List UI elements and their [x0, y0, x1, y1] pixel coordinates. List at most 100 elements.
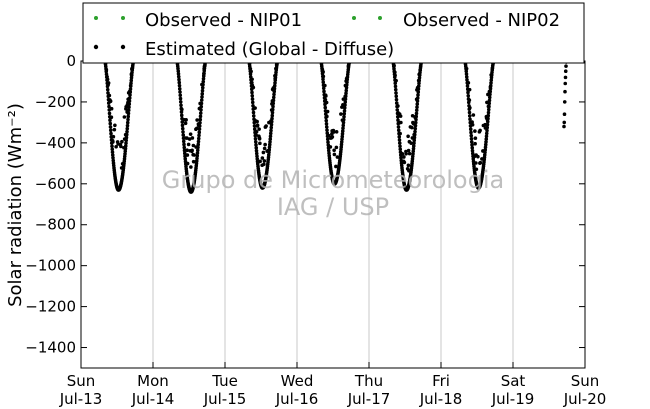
y-tick-label: −1000: [25, 257, 76, 275]
estimated-point: [340, 132, 345, 136]
estimated-point: [200, 95, 204, 99]
estimated-point: [467, 98, 472, 102]
estimated-point: [179, 113, 184, 118]
estimated-point: [129, 81, 133, 86]
estimated-point: [111, 134, 116, 139]
estimated-point: [262, 159, 267, 163]
x-tick-label-day: Sun: [67, 372, 96, 390]
estimated-point: [469, 140, 474, 144]
estimated-point: [178, 90, 182, 94]
estimated-point: [486, 110, 491, 115]
estimated-point: [488, 92, 492, 97]
estimated-point: [394, 101, 399, 105]
estimated-point: [250, 97, 255, 101]
estimated-point: [110, 147, 115, 152]
legend-marker-estimated-a: [93, 44, 99, 50]
estimated-point: [406, 163, 411, 168]
estimated-point: [250, 100, 255, 105]
estimated-point: [250, 77, 254, 82]
estimated-point: [199, 98, 204, 102]
estimated-point: [397, 141, 402, 145]
estimated-point: [106, 81, 111, 85]
estimated-point: [343, 97, 348, 101]
estimated-point: [180, 123, 185, 128]
estimated-point: [128, 87, 133, 91]
estimated-point: [250, 93, 255, 98]
estimated-point: [110, 153, 115, 157]
estimated-point: [196, 136, 201, 141]
estimated-point: [270, 110, 275, 115]
estimated-point: [124, 132, 129, 137]
estimated-point: [393, 73, 397, 78]
estimated-point: [182, 148, 187, 153]
y-tick-label: −800: [35, 216, 76, 234]
estimated-point: [411, 152, 415, 156]
estimated-point: [196, 145, 200, 150]
estimated-point: [123, 146, 128, 151]
estimated-point: [199, 101, 204, 106]
estimated-point: [344, 83, 349, 87]
estimated-point: [178, 100, 183, 104]
estimated-point: [181, 139, 186, 144]
x-tick-label-day: Wed: [281, 372, 314, 390]
legend-marker-nip01-b: [121, 16, 125, 20]
estimated-point: [125, 120, 130, 125]
watermark: Grupo de Micrometeorologia IAG / USP: [162, 166, 504, 221]
estimated-point: [177, 83, 182, 88]
estimated-point: [253, 136, 258, 141]
estimated-point: [323, 97, 328, 102]
estimated-point: [271, 95, 276, 100]
estimated-point: [332, 148, 336, 153]
estimated-point: [268, 137, 273, 141]
estimated-point: [343, 103, 347, 107]
estimated-point: [250, 80, 254, 85]
estimated-point: [260, 156, 265, 160]
estimated-point: [393, 84, 398, 89]
estimated-point: [185, 136, 189, 140]
estimated-point: [268, 140, 272, 144]
estimated-point: [127, 99, 132, 103]
estimated-point: [262, 146, 267, 151]
estimated-point: [196, 139, 201, 144]
estimated-point: [470, 122, 475, 127]
estimated-point: [335, 155, 340, 159]
estimated-point: [254, 146, 259, 150]
estimated-point: [114, 144, 118, 149]
estimated-point: [398, 131, 402, 136]
legend-entry-nip02: Observed - NIP02: [352, 10, 560, 31]
estimated-point: [183, 157, 188, 161]
estimated-point: [197, 127, 202, 131]
estimated-point: [111, 156, 115, 160]
estimated-point: [201, 82, 205, 87]
estimated-point: [470, 143, 474, 147]
estimated-point: [468, 127, 473, 131]
estimated-point: [195, 151, 200, 155]
estimated-point: [340, 134, 345, 139]
estimated-point: [196, 142, 201, 147]
estimated-point: [177, 87, 182, 91]
estimated-point: [109, 131, 113, 136]
watermark-line-1: Grupo de Micrometeorologia: [162, 166, 504, 194]
estimated-point: [251, 103, 255, 108]
estimated-point: [195, 118, 199, 122]
estimated-point: [345, 77, 350, 82]
estimated-point: [485, 119, 490, 124]
estimated-point: [484, 131, 489, 136]
estimated-point: [469, 136, 474, 141]
estimated-point: [325, 109, 330, 114]
legend-label-estimated: Estimated (Global - Diffuse): [145, 39, 394, 60]
estimated-point: [270, 116, 274, 121]
estimated-point: [176, 69, 181, 73]
estimated-point: [127, 96, 132, 100]
estimated-point: [483, 148, 488, 152]
estimated-point: [487, 95, 492, 100]
estimated-point: [269, 125, 274, 130]
estimated-point: [271, 101, 276, 106]
estimated-point: [488, 86, 493, 91]
estimated-point: [124, 135, 129, 140]
estimated-point: [269, 122, 274, 127]
estimated-point: [176, 72, 181, 76]
estimated-point: [415, 102, 420, 106]
estimated-point: [412, 141, 416, 145]
estimated-point: [182, 145, 187, 150]
